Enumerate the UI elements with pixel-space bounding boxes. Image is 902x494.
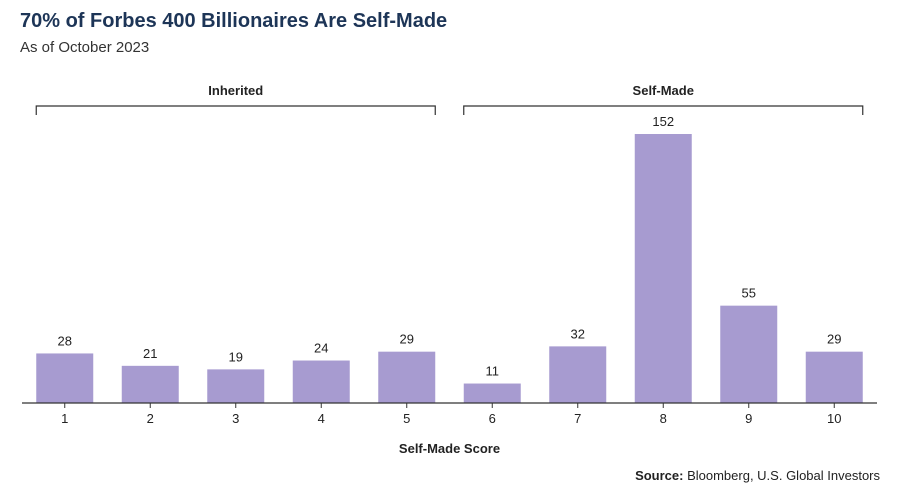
- x-tick-label-8: 8: [660, 411, 667, 426]
- data-label-score-1: 28: [58, 333, 72, 348]
- group-bracket-self-made: [463, 105, 864, 115]
- x-tick-label-2: 2: [147, 411, 154, 426]
- source-label: Source:: [635, 468, 684, 483]
- data-label-score-2: 21: [143, 346, 157, 361]
- data-label-score-10: 29: [827, 332, 841, 347]
- x-tick-label-10: 10: [827, 411, 841, 426]
- data-label-score-9: 55: [742, 286, 756, 301]
- data-label-score-5: 29: [400, 332, 414, 347]
- source-note: Source: Bloomberg, U.S. Global Investors: [635, 468, 880, 483]
- data-label-score-8: 152: [652, 114, 674, 129]
- data-label-score-7: 32: [571, 326, 585, 341]
- bar-score-7: [549, 346, 607, 403]
- x-tick-label-4: 4: [318, 411, 325, 426]
- bar-score-8: [634, 134, 692, 403]
- x-axis-title: Self-Made Score: [399, 441, 500, 456]
- group-label-self-made: Self-Made: [633, 83, 694, 98]
- group-bracket-inherited: [35, 105, 436, 115]
- x-tick-label-6: 6: [489, 411, 496, 426]
- bar-score-9: [720, 305, 778, 403]
- group-label-inherited: Inherited: [208, 83, 263, 98]
- chart-subtitle: As of October 2023: [20, 39, 150, 56]
- x-tick-label-9: 9: [745, 411, 752, 426]
- bar-score-3: [207, 369, 265, 403]
- chart-title: 70% of Forbes 400 Billionaires Are Self-…: [20, 10, 448, 32]
- x-tick-label-7: 7: [574, 411, 581, 426]
- bar-score-10: [805, 351, 863, 403]
- data-label-score-3: 19: [229, 349, 243, 364]
- bar-score-2: [121, 365, 179, 403]
- bar-score-4: [292, 360, 350, 403]
- x-tick-label-5: 5: [403, 411, 410, 426]
- bar-score-5: [378, 351, 436, 403]
- source-text: Bloomberg, U.S. Global Investors: [683, 468, 880, 483]
- x-tick-label-3: 3: [232, 411, 239, 426]
- x-tick-label-1: 1: [61, 411, 68, 426]
- data-label-score-6: 11: [486, 364, 500, 379]
- bar-score-1: [36, 353, 94, 403]
- data-label-score-4: 24: [314, 341, 328, 356]
- bar-score-6: [463, 383, 521, 403]
